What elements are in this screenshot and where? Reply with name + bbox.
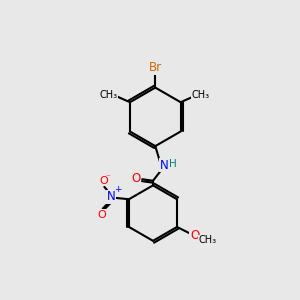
Text: N: N [159, 159, 168, 172]
Text: CH₃: CH₃ [99, 89, 118, 100]
Text: N: N [107, 190, 116, 203]
Text: CH₃: CH₃ [192, 89, 210, 100]
Text: CH₃: CH₃ [199, 235, 217, 245]
Text: O: O [131, 172, 141, 185]
Text: Br: Br [149, 61, 162, 74]
Text: ⁻: ⁻ [106, 173, 111, 182]
Text: O: O [190, 229, 199, 242]
Text: O: O [99, 176, 108, 186]
Text: H: H [169, 159, 177, 169]
Text: O: O [98, 210, 106, 220]
Text: +: + [114, 185, 121, 194]
